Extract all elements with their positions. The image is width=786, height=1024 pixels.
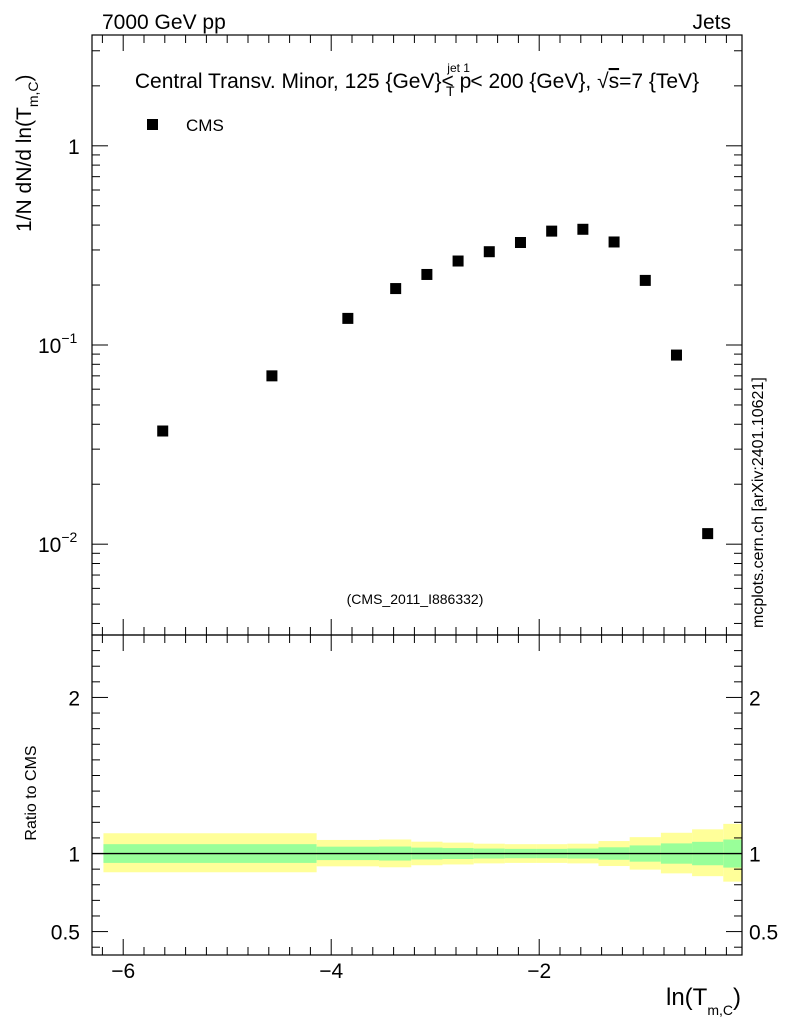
data-point-cms-3 xyxy=(390,283,402,295)
ratio-y-tick-label-left-1: 1 xyxy=(68,844,80,867)
data-point-cms-5 xyxy=(452,255,464,267)
plot-title-sup: jet 1 xyxy=(446,61,470,75)
plot-title-part2: < 200 {GeV}, xyxy=(465,70,598,93)
main-y-tick-label-2: 10−2 xyxy=(38,529,78,557)
main-y-axis-label: 1/N dN/d ln(Tm,C) xyxy=(13,74,41,232)
ratio-y-tick-label-right-1: 1 xyxy=(749,844,761,867)
data-point-cms-10 xyxy=(608,236,620,248)
data-point-cms-12 xyxy=(670,349,682,361)
main-y-tick-labels: 110−110−2 xyxy=(38,136,80,557)
ratio-y-tick-labels: 0.5 0.5 1 1 2 2 xyxy=(51,687,778,944)
plot-title: Central Transv. Minor, 125 {GeV}< pjet 1… xyxy=(135,61,699,99)
main-y-label-post: ) xyxy=(13,74,36,81)
main-y-tick-label-base: 10 xyxy=(38,534,61,557)
plot-title-sub: T xyxy=(446,83,455,99)
ratio-plot-frame xyxy=(91,634,743,956)
x-tick-label-1: −4 xyxy=(319,960,343,983)
x-label-post: ) xyxy=(733,984,741,1011)
x-tick-label-0: −6 xyxy=(111,960,135,983)
header-right-label: Jets xyxy=(692,11,731,34)
plot-title-part1: Central Transv. Minor, 125 {GeV}< p xyxy=(135,70,471,93)
analysis-id: (CMS_2011_I886332) xyxy=(347,591,484,607)
x-label-pre: ln(T xyxy=(666,984,708,1011)
main-y-tick-label-0: 1 xyxy=(68,136,80,159)
watermark: mcplots.cern.ch [arXiv:2401.10621] xyxy=(750,377,767,628)
ratio-y-tick-label-right-2: 2 xyxy=(749,687,761,710)
data-point-cms-4 xyxy=(421,268,433,280)
data-point-cms-6 xyxy=(483,246,495,258)
data-markers xyxy=(157,223,714,540)
x-tick-labels: −6 −4 −2 xyxy=(111,960,551,983)
data-point-cms-11 xyxy=(639,274,651,286)
data-point-cms-13 xyxy=(702,528,714,540)
ratio-y-tick-label-left-2: 2 xyxy=(68,687,80,710)
header-left-label: 7000 GeV pp xyxy=(102,11,226,34)
main-y-tick-label-base: 10 xyxy=(38,335,61,358)
ratio-y-tick-label-left-0: 0.5 xyxy=(51,922,80,945)
x-axis-label: ln(Tm,C) xyxy=(666,984,741,1018)
data-point-cms-7 xyxy=(514,237,526,249)
ratio-bands xyxy=(103,823,742,882)
data-point-cms-2 xyxy=(342,312,354,324)
plot-title-s: s xyxy=(609,70,620,93)
ratio-y-axis-label: Ratio to CMS xyxy=(23,745,40,840)
legend-marker-cms xyxy=(147,119,158,130)
legend-label-cms: CMS xyxy=(186,116,224,135)
main-y-tick-label-base: 1 xyxy=(68,136,80,159)
data-point-cms-8 xyxy=(546,225,558,237)
data-point-cms-1 xyxy=(266,370,278,382)
data-point-cms-0 xyxy=(157,425,169,437)
main-y-tick-label-exp: −1 xyxy=(61,330,77,346)
main-ticks xyxy=(92,35,742,635)
data-point-cms-9 xyxy=(577,223,589,235)
plot-title-part3: =7 {TeV} xyxy=(619,70,699,93)
main-y-label-pre: 1/N dN/d ln(T xyxy=(13,107,36,232)
main-y-label-sub: m,C xyxy=(25,81,41,107)
sqrt-symbol: √ xyxy=(597,70,609,93)
ratio-ticks xyxy=(92,635,742,955)
x-tick-label-2: −2 xyxy=(527,960,551,983)
ratio-y-tick-label-right-0: 0.5 xyxy=(749,922,778,945)
main-y-tick-label-exp: −2 xyxy=(61,529,77,545)
x-label-sub: m,C xyxy=(707,1002,733,1018)
main-y-tick-label-1: 10−1 xyxy=(38,330,78,358)
